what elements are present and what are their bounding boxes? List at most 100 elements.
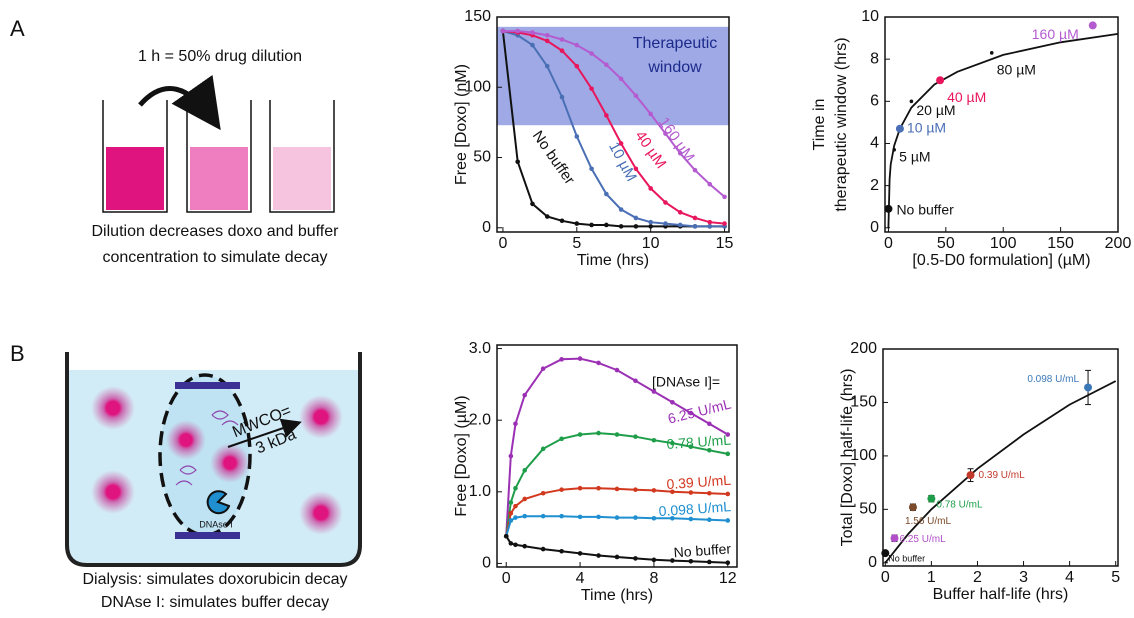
data-point — [559, 357, 564, 362]
data-point — [966, 471, 975, 480]
band-label: window — [647, 59, 702, 76]
x-tick-label: 15 — [716, 235, 734, 252]
data-point — [614, 432, 620, 437]
series-label: 6.25 U/mL — [666, 395, 733, 426]
data-point — [500, 28, 506, 34]
data-point — [725, 451, 731, 457]
point-label: 0.39 U/mL — [979, 470, 1026, 481]
plot-frame — [884, 16, 1119, 233]
data-point — [522, 543, 527, 549]
x-tick-label: 5 — [1111, 569, 1120, 586]
series-line — [502, 30, 726, 198]
annotation: [DNAse I]= — [652, 374, 720, 390]
data-point — [522, 392, 527, 398]
y-tick-label: 2.0 — [469, 411, 491, 428]
data-point — [651, 437, 657, 443]
data-point — [692, 224, 698, 229]
data-point — [540, 446, 546, 452]
fit-line — [884, 380, 1117, 564]
data-point — [663, 200, 668, 205]
data-point — [688, 516, 694, 522]
data-point — [651, 488, 657, 493]
data-point — [577, 356, 583, 361]
data-point — [596, 514, 601, 520]
therapeutic-band — [497, 26, 729, 126]
caption: Dilution decreases doxo and buffer — [92, 223, 340, 240]
data-point — [663, 131, 668, 136]
data-point — [670, 489, 675, 495]
data-point — [989, 51, 994, 55]
point-label: 5 µM — [899, 148, 930, 164]
data-point — [707, 559, 712, 565]
data-point — [881, 549, 890, 558]
data-point — [544, 214, 550, 219]
x-tick-label: 0 — [884, 235, 893, 252]
data-point — [633, 93, 639, 98]
data-point — [677, 151, 683, 156]
y-tick-label: 200 — [850, 340, 877, 357]
plot-frame — [496, 16, 730, 233]
data-point — [648, 111, 653, 117]
x-tick-label: 4 — [576, 570, 585, 587]
y-axis-label: Total [Doxo] half-life (hrs) — [839, 369, 856, 547]
data-point — [633, 515, 638, 520]
data-point — [884, 204, 893, 213]
fit-line — [887, 33, 1119, 228]
y-tick-label: 50 — [473, 149, 491, 166]
data-point — [577, 432, 583, 437]
x-tick-label: 50 — [937, 235, 955, 252]
x-tick-label: 4 — [1065, 569, 1074, 586]
y-tick-label: 100 — [850, 447, 877, 464]
data-point — [559, 37, 565, 42]
data-point — [725, 491, 731, 497]
x-tick-label: 100 — [990, 235, 1017, 252]
data-point — [648, 224, 653, 229]
data-point — [722, 194, 727, 200]
drug-blobs — [91, 386, 343, 535]
y-tick-label: 150 — [464, 8, 491, 25]
panel-label: A — [10, 16, 25, 41]
data-point — [559, 513, 564, 519]
data-point — [618, 224, 624, 229]
data-point — [515, 159, 520, 165]
data-point — [544, 38, 550, 44]
data-point — [692, 215, 698, 221]
x-tick-label: 12 — [719, 570, 737, 587]
x-axis-label: Time (hrs) — [577, 252, 649, 269]
x-axis-label: Buffer half-life (hrs) — [933, 586, 1069, 603]
series-label: No buffer — [673, 540, 732, 560]
plot-frame — [496, 344, 738, 568]
data-point — [540, 490, 546, 496]
beaker-fill — [273, 147, 331, 210]
data-point — [707, 517, 712, 523]
point-label: 6.25 U/mL — [900, 534, 947, 545]
y-tick-label: 50 — [859, 501, 877, 518]
y-tick-label: 100 — [464, 78, 491, 95]
data-point — [651, 389, 657, 394]
data-point — [936, 76, 945, 85]
data-point — [559, 48, 565, 54]
data-point — [515, 28, 520, 34]
data-point — [688, 410, 694, 416]
data-point — [559, 548, 564, 554]
x-axis-label: Time (hrs) — [581, 587, 653, 604]
data-point — [707, 447, 712, 453]
data-point — [508, 453, 514, 459]
series-label: 0.78 U/mL — [666, 432, 732, 452]
plot-frame — [882, 348, 1119, 567]
point-label: 160 µM — [1032, 26, 1079, 42]
x-tick-label: 0 — [498, 235, 507, 252]
data-point — [589, 86, 594, 91]
caption: concentration to simulate decay — [102, 249, 327, 266]
data-point — [651, 557, 657, 563]
data-point — [544, 63, 550, 69]
data-point — [559, 487, 564, 492]
dnase-icon — [206, 490, 231, 515]
data-point — [707, 490, 712, 496]
data-point — [540, 513, 546, 519]
data-point — [596, 430, 601, 436]
y-tick-label: 150 — [850, 394, 877, 411]
series-line — [502, 30, 725, 228]
data-point — [530, 30, 535, 35]
data-point — [670, 399, 675, 405]
